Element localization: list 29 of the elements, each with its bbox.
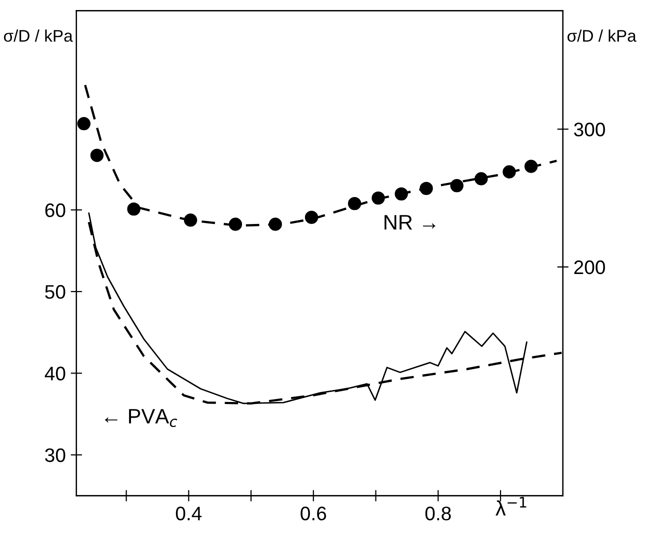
x-tick-label: 0.8: [425, 506, 451, 520]
y-tick-label: 60: [45, 203, 66, 218]
point: [348, 196, 362, 210]
y-tick-label: 50: [45, 285, 66, 299]
annotation: NR →: [384, 215, 436, 230]
x-axis-title: λ$^{−1}$: [496, 496, 526, 516]
y-tick-label: 40: [44, 366, 66, 380]
y-tick-label: 30: [45, 448, 66, 462]
point: [127, 202, 140, 216]
point: [304, 210, 318, 224]
point: [420, 182, 433, 196]
point: [372, 191, 385, 205]
point: [184, 214, 198, 227]
y2-tick-label: 200: [574, 260, 605, 274]
point: [228, 218, 242, 231]
x-tick-label: 0.6: [300, 506, 326, 520]
point: [394, 187, 408, 201]
y2-axis-title: σ/D / kPa: [568, 30, 636, 42]
y2-tick-label: 300: [574, 122, 605, 136]
x-tick-label: 0.4: [176, 506, 202, 520]
y-axis-title: σ/D / kPa: [4, 30, 73, 42]
point: [524, 160, 538, 173]
annotation: ← PVA$_{c}$: [104, 409, 178, 428]
point: [474, 172, 488, 186]
point: [450, 179, 464, 192]
point: [502, 165, 516, 178]
point: [90, 148, 104, 162]
point: [77, 117, 90, 130]
point: [268, 218, 282, 231]
